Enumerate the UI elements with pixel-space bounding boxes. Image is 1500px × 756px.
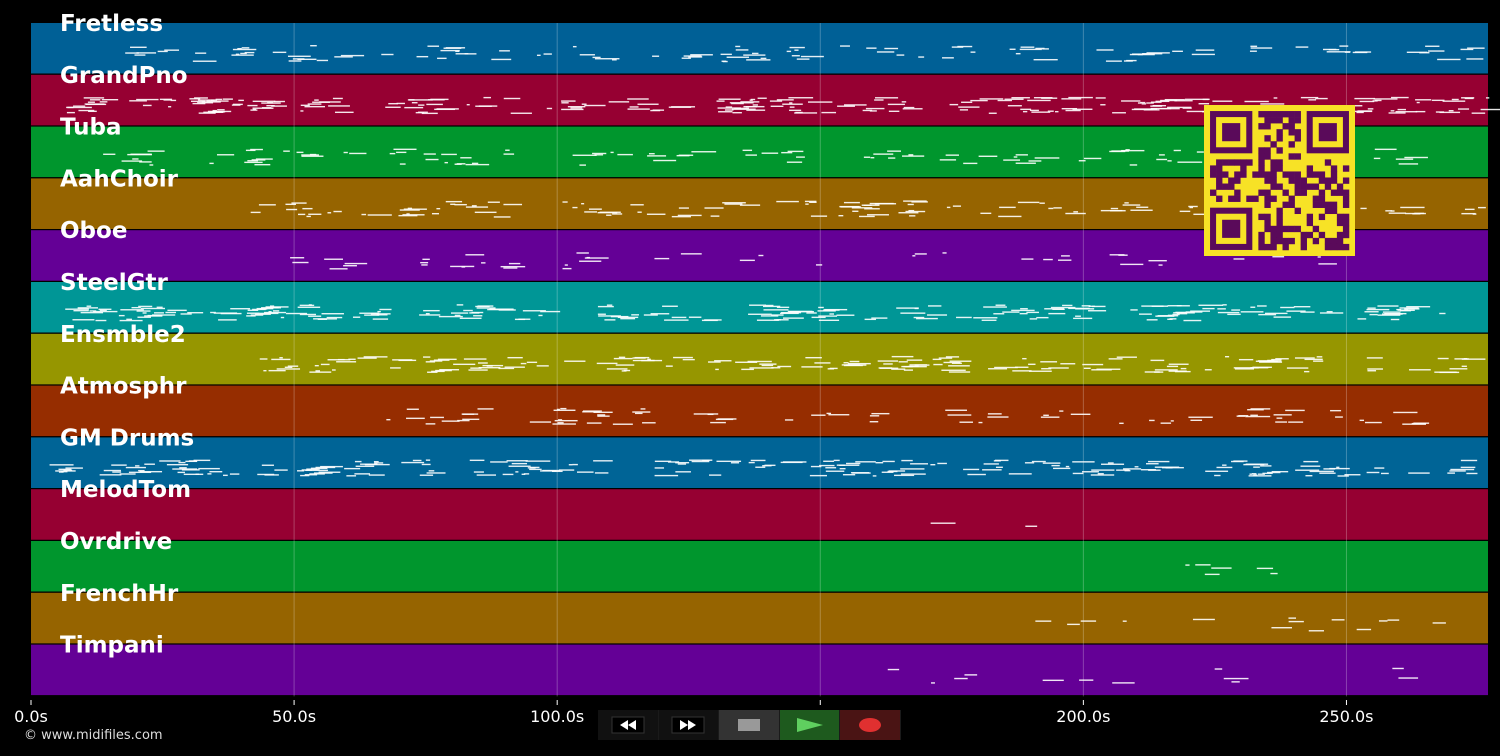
fast-forward-icon bbox=[671, 716, 705, 734]
stop-button[interactable] bbox=[719, 710, 779, 740]
axis-tick-label: 50.0s bbox=[272, 707, 316, 726]
record-icon bbox=[859, 718, 882, 732]
transport-controls bbox=[598, 710, 901, 740]
track-label: GM Drums bbox=[60, 425, 194, 451]
track-label: Fretless bbox=[60, 11, 163, 37]
track-band-11[interactable] bbox=[31, 592, 1488, 644]
axis-tick-label: 100.0s bbox=[530, 707, 584, 726]
track-label: SteelGtr bbox=[60, 270, 169, 296]
track-label: Tuba bbox=[60, 115, 122, 141]
track-label: GrandPno bbox=[60, 63, 188, 89]
track-label: Timpani bbox=[60, 633, 164, 659]
copyright-text: © www.midifiles.com bbox=[24, 728, 163, 743]
fast-forward-button[interactable] bbox=[658, 710, 719, 740]
axis-tick-label: 0.0s bbox=[14, 707, 48, 726]
track-label: AahChoir bbox=[60, 166, 179, 192]
record-button[interactable] bbox=[840, 710, 900, 740]
track-label: MelodTom bbox=[60, 477, 191, 503]
rewind-button[interactable] bbox=[598, 710, 658, 740]
track-band-5[interactable] bbox=[31, 282, 1488, 333]
qr-code-image bbox=[1204, 105, 1355, 256]
stop-icon bbox=[737, 719, 760, 731]
track-label: Oboe bbox=[60, 218, 127, 244]
track-band-7[interactable] bbox=[31, 385, 1488, 437]
axis-tick-label: 250.0s bbox=[1319, 707, 1373, 726]
axis-tick-label: 200.0s bbox=[1056, 707, 1110, 726]
track-label: Ovrdrive bbox=[60, 529, 172, 555]
play-button[interactable] bbox=[779, 710, 840, 740]
track-band-9[interactable] bbox=[31, 489, 1488, 540]
track-band-10[interactable] bbox=[31, 541, 1488, 592]
track-band-8[interactable] bbox=[31, 437, 1488, 489]
track-label: Ensmble2 bbox=[60, 322, 186, 348]
track-band-6[interactable] bbox=[31, 333, 1488, 385]
track-label: FrenchHr bbox=[60, 581, 179, 607]
rewind-icon bbox=[611, 716, 645, 734]
track-timeline[interactable]: Fretless GrandPno Tuba AahChoir Oboe SteelGtr… bbox=[0, 0, 1500, 700]
track-label: Atmosphr bbox=[60, 374, 187, 400]
play-icon bbox=[796, 718, 823, 732]
track-band-0[interactable] bbox=[31, 23, 1488, 74]
track-band-12[interactable] bbox=[31, 644, 1488, 696]
